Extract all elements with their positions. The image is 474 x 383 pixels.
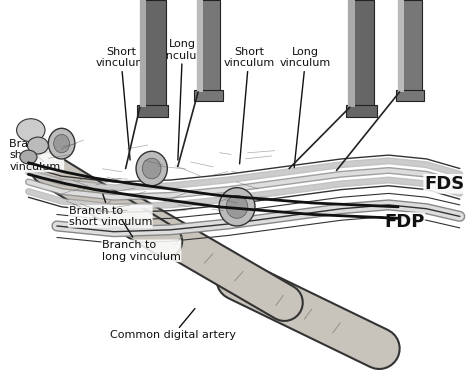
Circle shape [17, 119, 45, 142]
Bar [398, 0, 404, 92]
Text: Branch to
long vinculum: Branch to long vinculum [102, 221, 181, 262]
Bar [348, 0, 374, 107]
Ellipse shape [142, 158, 161, 179]
Bar [140, 0, 146, 107]
Bar [197, 0, 202, 92]
Bar [197, 0, 220, 92]
Circle shape [20, 150, 37, 164]
Text: Common digital artery: Common digital artery [110, 309, 236, 340]
Text: FDP: FDP [384, 213, 424, 231]
Text: Long
vinculum: Long vinculum [280, 47, 331, 168]
Text: Short
vinculum: Short vinculum [223, 47, 274, 164]
Ellipse shape [219, 188, 255, 226]
Bar [140, 0, 166, 107]
Bar [396, 90, 424, 101]
Ellipse shape [54, 134, 70, 153]
Bar [348, 0, 355, 107]
Text: Long
vinculum: Long vinculum [157, 39, 208, 160]
Ellipse shape [48, 128, 75, 159]
Text: Branch to
short vinculum: Branch to short vinculum [69, 194, 152, 227]
Text: Branch to
short
vinculum: Branch to short vinculum [9, 139, 64, 172]
Text: FDS: FDS [424, 175, 465, 193]
Text: Short
vinculum: Short vinculum [95, 47, 146, 160]
Bar [137, 105, 168, 117]
Bar [398, 0, 422, 92]
Bar [194, 90, 223, 101]
Ellipse shape [226, 195, 248, 218]
Bar [346, 105, 377, 117]
Ellipse shape [136, 151, 167, 186]
Circle shape [27, 137, 48, 154]
